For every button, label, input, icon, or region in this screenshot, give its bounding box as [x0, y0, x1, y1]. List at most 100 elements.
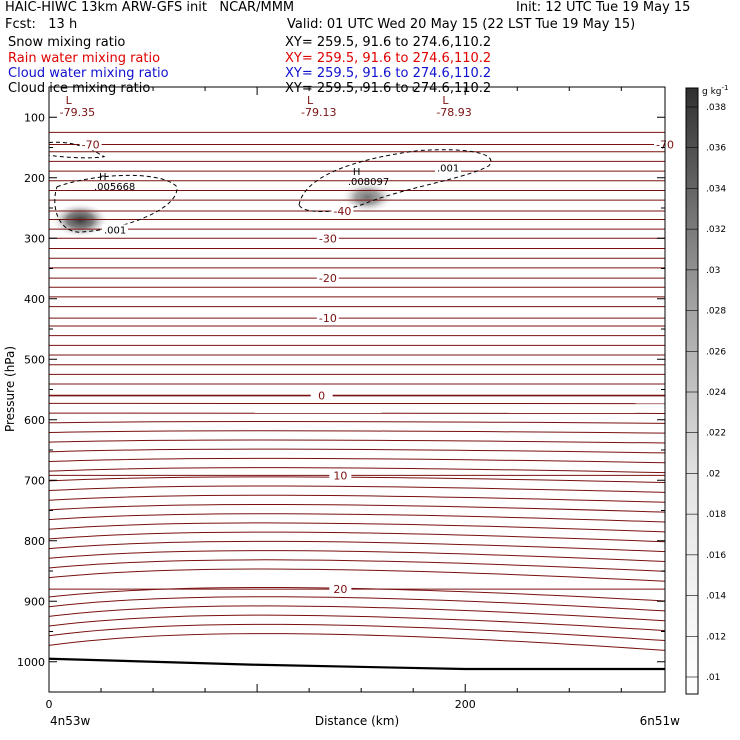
y-tick-label: 800: [24, 535, 45, 548]
field-rain-label: Rain water mixing ratio: [8, 51, 161, 66]
temperature-contour: [49, 411, 665, 414]
colorbar: [685, 87, 699, 695]
colorbar-unit: g kg-1: [702, 84, 728, 97]
field-cloud-water-label: Cloud water mixing ratio: [8, 66, 169, 81]
contour-label-bg: [331, 205, 354, 218]
y-tick-label: 600: [24, 414, 45, 427]
contour-label-bg: [316, 232, 339, 245]
y-tick-label: 300: [24, 232, 45, 245]
low-center-symbol: L: [66, 94, 73, 107]
ice-contour-label-bg: [102, 224, 128, 237]
temperature-contour: [49, 568, 665, 582]
temperature-contour-label: -10: [319, 312, 337, 325]
field-cloud-water-xy: XY= 259.5, 91.6 to 274.6,110.2: [285, 66, 492, 81]
low-center-value: -79.13: [301, 106, 336, 119]
low-center-value: -79.35: [60, 106, 95, 119]
temperature-contour: [49, 614, 665, 632]
temperature-contour: [49, 494, 665, 503]
colorbar-tick-label: .02: [706, 469, 720, 479]
temperature-contour-label: -40: [333, 205, 351, 218]
cloud-ice-contour: [298, 149, 492, 213]
ice-contour-label: .001: [104, 225, 126, 236]
y-tick-label: 1000: [17, 656, 45, 669]
temperature-contour: [49, 467, 665, 474]
temperature-contour: [49, 540, 665, 553]
contour-label-bg: [316, 272, 339, 285]
y-tick-label: 100: [24, 111, 45, 124]
y-tick-label: 500: [24, 353, 45, 366]
colorbar-tick-label: .022: [706, 429, 726, 439]
field-rain-xy: XY= 259.5, 91.6 to 274.6,110.2: [285, 51, 492, 66]
colorbar-tick-label: .012: [706, 632, 726, 642]
colorbar-tick-label: .036: [706, 144, 726, 154]
contour-label-bg: [329, 583, 352, 596]
temperature-contour: [49, 448, 665, 454]
colorbar-unit-base: g kg: [702, 87, 722, 97]
temperature-contour: [49, 550, 665, 563]
low-center-symbol: L: [307, 94, 314, 107]
cloud-ice-contour: [54, 174, 178, 233]
temperature-contour: [49, 485, 665, 493]
x-tick-label: 0: [46, 698, 53, 711]
temperature-contour: [49, 596, 665, 612]
y-tick-label: 400: [24, 293, 45, 306]
contour-label-bg: [316, 312, 339, 325]
colorbar-tick-label: .032: [706, 225, 726, 235]
field-cloud-ice-label: Cloud ice mixing ratio: [8, 81, 151, 96]
ice-max-value: .005668: [94, 182, 135, 193]
contour-label-bg: [310, 389, 333, 402]
valid-time: Valid: 01 UTC Wed 20 May 15 (22 LST Tue …: [287, 17, 636, 32]
colorbar-unit-exp: -1: [722, 84, 729, 92]
low-center-symbol: L: [442, 94, 449, 107]
forecast-hour: Fcst: 13 h: [5, 17, 78, 32]
temperature-contour-label: -30: [319, 232, 337, 245]
temperature-contour: [49, 430, 665, 434]
ice-contour-label: .001: [437, 164, 459, 175]
y-tick-label: 200: [24, 172, 45, 185]
temperature-contour-label: 20: [333, 583, 347, 596]
ice-contour-label-bg: [435, 162, 461, 175]
surface-pressure-line: [49, 657, 665, 671]
y-tick-label: 900: [24, 595, 45, 608]
colorbar-tick-label: .026: [706, 347, 726, 357]
field-snow-label: Snow mixing ratio: [8, 35, 126, 50]
temperature-contour: [49, 586, 665, 602]
colorbar-tick-label: .018: [706, 510, 726, 520]
temperature-contour-label: 0: [318, 390, 325, 403]
colorbar-tick-label: .016: [706, 551, 726, 561]
contour-label-bg: [329, 469, 352, 482]
ice-max-value: .008097: [348, 177, 389, 188]
field-snow-xy: XY= 259.5, 91.6 to 274.6,110.2: [285, 35, 492, 50]
temperature-contour: [49, 559, 665, 572]
temperature-contour: [49, 522, 665, 533]
colorbar-tick-label: .014: [706, 592, 726, 602]
temperature-contour: [49, 531, 665, 543]
x-axis-title: Distance (km): [315, 714, 399, 728]
low-center-value: -78.93: [436, 106, 471, 119]
temperature-contour: [49, 513, 665, 523]
snow-shading-blob: [340, 181, 395, 214]
colorbar-tick-label: .01: [706, 673, 720, 683]
colorbar-tick-label: .024: [706, 388, 726, 398]
colorbar-tick-label: .028: [706, 307, 726, 317]
right-endpoint-label: 6n51w: [640, 714, 681, 728]
temperature-contour: [49, 439, 665, 444]
temperature-contour: [49, 605, 665, 622]
temperature-contour: [49, 503, 665, 513]
temperature-contour: [49, 623, 665, 641]
temperature-contour: [49, 633, 665, 651]
temperature-contour-label: 10: [333, 469, 347, 482]
colorbar-tick-label: .03: [706, 266, 720, 276]
init-time: Init: 12 UTC Tue 19 May 15: [516, 0, 691, 15]
temperature-contour: [49, 476, 665, 484]
y-tick-label: 700: [24, 474, 45, 487]
chart-title: HAIC-HIWC 13km ARW-GFS init NCAR/MMM: [5, 0, 295, 15]
ice-max-symbol: H: [99, 172, 107, 183]
temperature-contour-label: -20: [319, 272, 337, 285]
temperature-contour-label: -70: [82, 138, 100, 151]
cloud-ice-contour: [49, 141, 106, 159]
contour-label-bg: [79, 138, 102, 151]
colorbar-tick-label: .038: [706, 103, 726, 113]
temperature-contour: [49, 402, 665, 405]
